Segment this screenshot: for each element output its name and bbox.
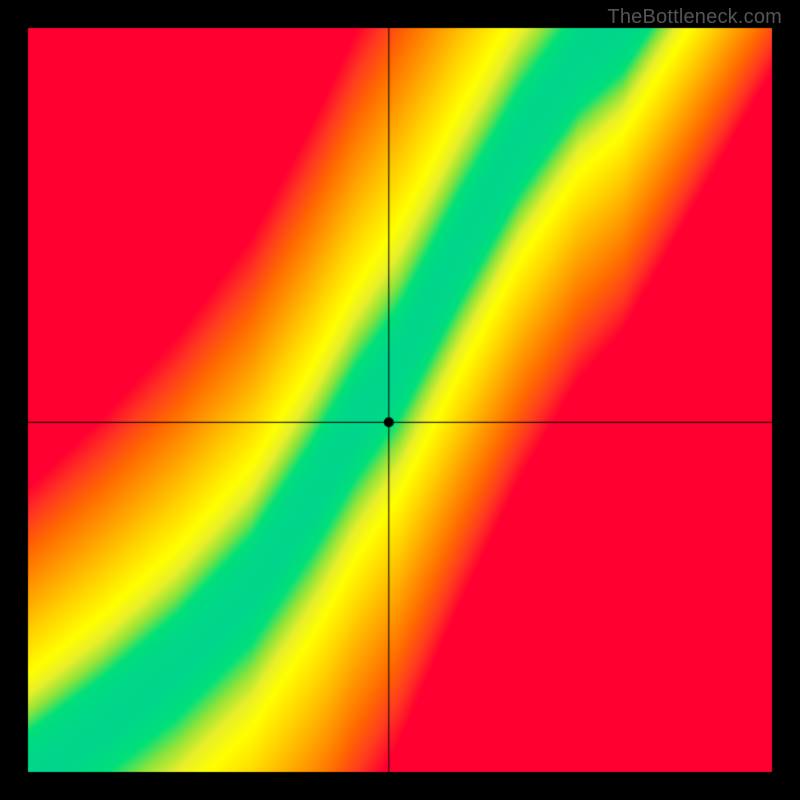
bottleneck-heatmap-canvas: [0, 0, 800, 800]
chart-container: TheBottleneck.com: [0, 0, 800, 800]
